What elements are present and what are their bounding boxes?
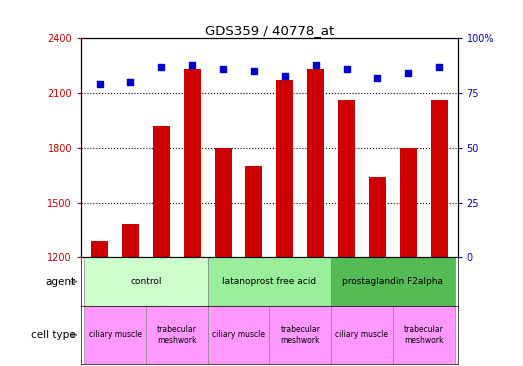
Bar xyxy=(400,148,417,257)
Text: GSM6683: GSM6683 xyxy=(280,258,289,295)
Bar xyxy=(331,257,362,334)
Point xyxy=(343,66,351,72)
Text: GSM7623: GSM7623 xyxy=(157,258,166,295)
Bar xyxy=(269,257,300,334)
Point xyxy=(126,79,134,85)
Bar xyxy=(430,100,448,257)
Bar xyxy=(393,257,424,334)
Bar xyxy=(331,306,393,364)
Text: GSM7622: GSM7622 xyxy=(126,258,135,295)
Bar xyxy=(84,257,208,306)
Point xyxy=(281,73,289,79)
Text: prostaglandin F2alpha: prostaglandin F2alpha xyxy=(343,277,444,286)
Bar xyxy=(238,257,269,334)
Bar xyxy=(115,257,146,334)
Bar xyxy=(84,257,115,334)
Point xyxy=(435,64,444,70)
Text: control: control xyxy=(130,277,162,286)
Bar xyxy=(369,177,386,257)
Bar xyxy=(338,100,355,257)
Bar xyxy=(300,257,331,334)
Point xyxy=(249,68,258,74)
Point xyxy=(157,64,165,70)
Text: GSM6687: GSM6687 xyxy=(404,258,413,295)
Bar xyxy=(208,257,331,306)
Text: latanoprost free acid: latanoprost free acid xyxy=(222,277,316,286)
Point xyxy=(95,82,104,87)
Text: cell type: cell type xyxy=(31,330,76,340)
Bar xyxy=(122,224,139,257)
Text: GSM7624: GSM7624 xyxy=(188,258,197,295)
Point xyxy=(373,75,382,81)
Bar xyxy=(177,257,208,334)
Text: GSM6682: GSM6682 xyxy=(249,258,258,295)
Bar xyxy=(276,81,293,257)
Point xyxy=(404,71,413,76)
Text: GSM6685: GSM6685 xyxy=(342,258,351,295)
Title: GDS359 / 40778_at: GDS359 / 40778_at xyxy=(204,24,334,37)
Text: GSM6688: GSM6688 xyxy=(435,258,444,295)
Text: GSM6686: GSM6686 xyxy=(373,258,382,295)
Bar xyxy=(208,306,269,364)
Point xyxy=(219,66,227,72)
Text: ciliary muscle: ciliary muscle xyxy=(212,330,265,340)
Bar xyxy=(184,70,201,257)
Bar xyxy=(424,257,454,334)
Text: trabecular
meshwork: trabecular meshwork xyxy=(157,325,197,345)
Point xyxy=(312,62,320,68)
Text: GSM7621: GSM7621 xyxy=(95,258,104,295)
Text: ciliary muscle: ciliary muscle xyxy=(88,330,142,340)
Bar xyxy=(331,257,454,306)
Bar xyxy=(84,306,146,364)
Bar xyxy=(91,241,108,257)
Text: trabecular
meshwork: trabecular meshwork xyxy=(404,325,444,345)
Text: ciliary muscle: ciliary muscle xyxy=(335,330,389,340)
Bar xyxy=(269,306,331,364)
Bar xyxy=(245,166,263,257)
Bar xyxy=(362,257,393,334)
Point xyxy=(188,62,196,68)
Bar xyxy=(393,306,454,364)
Bar xyxy=(146,257,177,334)
Text: trabecular
meshwork: trabecular meshwork xyxy=(280,325,320,345)
Bar xyxy=(307,70,324,257)
Bar xyxy=(208,257,238,334)
Text: agent: agent xyxy=(46,277,76,287)
Bar xyxy=(214,148,232,257)
Bar xyxy=(153,126,170,257)
Text: GSM6681: GSM6681 xyxy=(219,258,228,295)
Text: GSM6684: GSM6684 xyxy=(311,258,320,295)
Bar xyxy=(146,306,208,364)
